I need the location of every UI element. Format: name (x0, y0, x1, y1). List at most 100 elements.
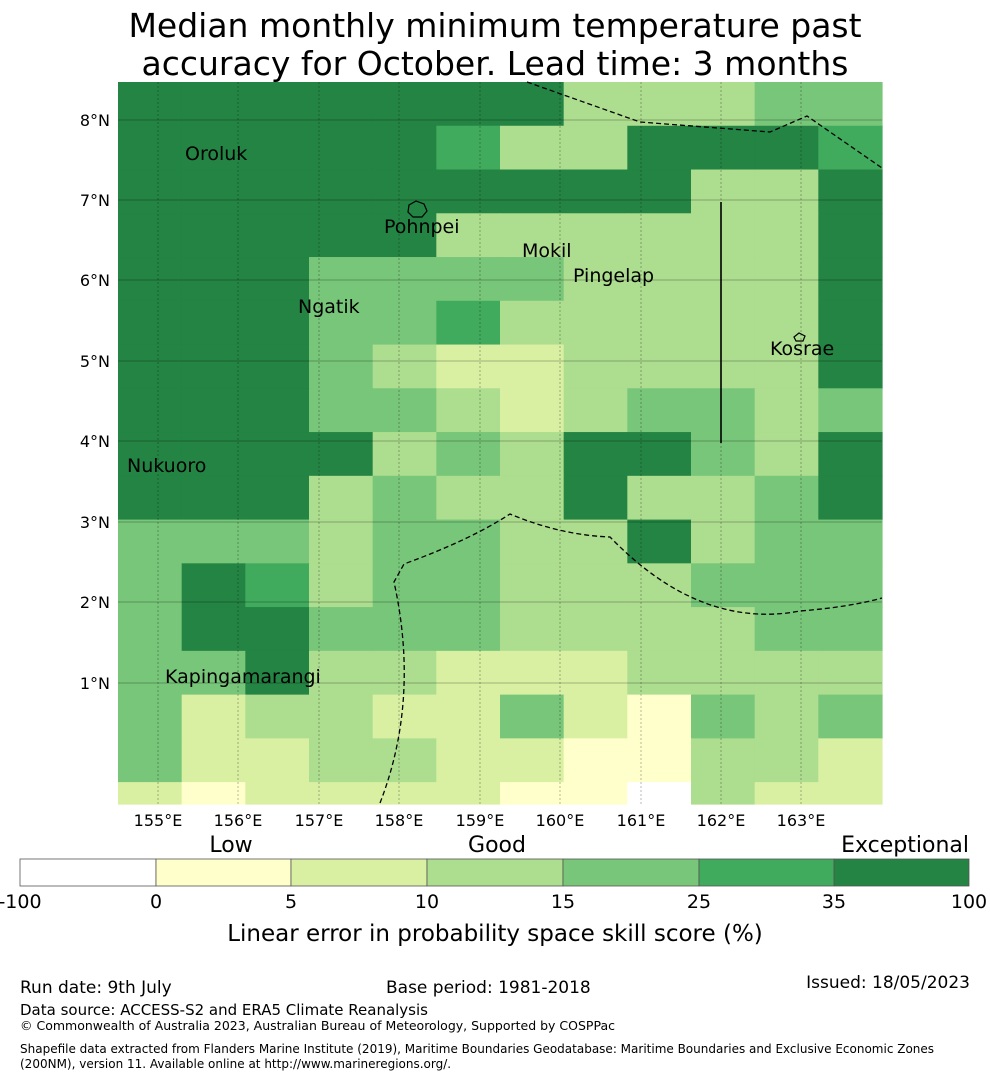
grid-cell (245, 82, 310, 127)
grid-cell (436, 519, 501, 564)
grid-cell (754, 650, 819, 696)
legend-category-low: Low (209, 833, 252, 858)
grid-cell (181, 650, 246, 696)
grid-cell (818, 125, 883, 171)
lon-label: 155°E (134, 811, 183, 830)
grid-cell (691, 782, 756, 805)
grid-cell (372, 432, 437, 477)
grid-cell (754, 344, 819, 389)
longitude-labels: 155°E 156°E 157°E 158°E 159°E 160°E 161°… (134, 811, 826, 830)
grid-cell (691, 213, 756, 258)
grid-cell (691, 257, 756, 302)
grid-cell (691, 475, 756, 521)
grid-cell (754, 475, 819, 521)
grid-cell (500, 475, 565, 521)
grid-cell (754, 388, 819, 433)
grid-cell (627, 475, 692, 521)
place-oroluk: Oroluk (185, 143, 247, 165)
grid-cell (754, 519, 819, 564)
grid-cell (245, 563, 310, 608)
grid-cell (500, 519, 565, 564)
colorbar-tick: 100 (951, 891, 987, 913)
grid-cell (372, 169, 437, 214)
grid-cell (118, 432, 183, 477)
grid-cell (754, 432, 819, 477)
grid-cell (627, 82, 692, 127)
shapefile-credit-line-1: Shapefile data extracted from Flanders M… (20, 1042, 935, 1056)
grid-cell (372, 257, 437, 302)
grid-cell (372, 213, 437, 258)
grid-cell (436, 213, 501, 258)
grid-cell (500, 125, 565, 171)
grid-cell (563, 300, 628, 346)
grid-cell (627, 519, 692, 564)
grid-cell (754, 563, 819, 608)
grid-cell (627, 125, 692, 171)
grid-cell (118, 475, 183, 521)
maritime-boundaries (379, 81, 883, 804)
grid-cell (245, 650, 310, 696)
place-pohnpei: Pohnpei (384, 216, 460, 238)
grid-cell (691, 300, 756, 346)
grid-cell (245, 169, 310, 214)
grid-cell (309, 475, 374, 521)
grid-cell (754, 82, 819, 127)
grid-cell (563, 607, 628, 652)
grid-cell (627, 694, 692, 739)
grid-cell (818, 388, 883, 433)
lat-label: 8°N (80, 111, 110, 130)
grid-cell (500, 388, 565, 433)
grid-cell (754, 738, 819, 783)
grid-cell (181, 475, 246, 521)
colorbar-segment (155, 858, 292, 887)
lon-label: 158°E (375, 811, 424, 830)
kosrae-island (793, 332, 806, 342)
grid-cell (563, 738, 628, 783)
grid-cell (627, 782, 692, 805)
grid-cell (500, 738, 565, 783)
grid-cell (309, 344, 374, 389)
grid-cell (181, 169, 246, 214)
grid-cell (309, 388, 374, 433)
grid-cell (372, 607, 437, 652)
grid-cell (181, 738, 246, 783)
lon-label: 160°E (536, 811, 585, 830)
grid-cell (181, 519, 246, 564)
grid-cell (691, 169, 756, 214)
colorbar-segment (426, 858, 564, 887)
grid-cell (818, 82, 883, 127)
run-date: Run date: 9th July (20, 978, 172, 998)
grid-cell (627, 563, 692, 608)
grid-cell (563, 519, 628, 564)
grid-cell (372, 300, 437, 346)
colorbar-tick: 0 (150, 891, 162, 913)
grid-cell (436, 82, 501, 127)
grid-cell (181, 563, 246, 608)
grid-cell (818, 519, 883, 564)
grid-cell (372, 738, 437, 783)
place-ngatik: Ngatik (298, 296, 360, 318)
grid-cell (818, 650, 883, 696)
place-nukuoro: Nukuoro (127, 455, 206, 477)
grid-cell (181, 300, 246, 346)
latitude-labels: 8°N 7°N 6°N 5°N 4°N 3°N 2°N 1°N (80, 111, 110, 693)
grid-cell (563, 125, 628, 171)
grid-cell (309, 607, 374, 652)
grid-cell (691, 125, 756, 171)
grid-cell (181, 388, 246, 433)
grid-cell (563, 563, 628, 608)
grid-cell (818, 607, 883, 652)
colorbar-tick: 15 (551, 891, 575, 913)
grid-cell (627, 388, 692, 433)
grid-cell (818, 475, 883, 521)
boundary-north (526, 81, 883, 169)
colorbar-tick: 10 (415, 891, 439, 913)
grid-cell (754, 782, 819, 805)
grid-cell (245, 388, 310, 433)
grid-cell (118, 388, 183, 433)
grid-cell (436, 607, 501, 652)
grid-cell (181, 344, 246, 389)
grid-cell (563, 213, 628, 258)
grid-cell (309, 650, 374, 696)
grid-cell (309, 82, 374, 127)
